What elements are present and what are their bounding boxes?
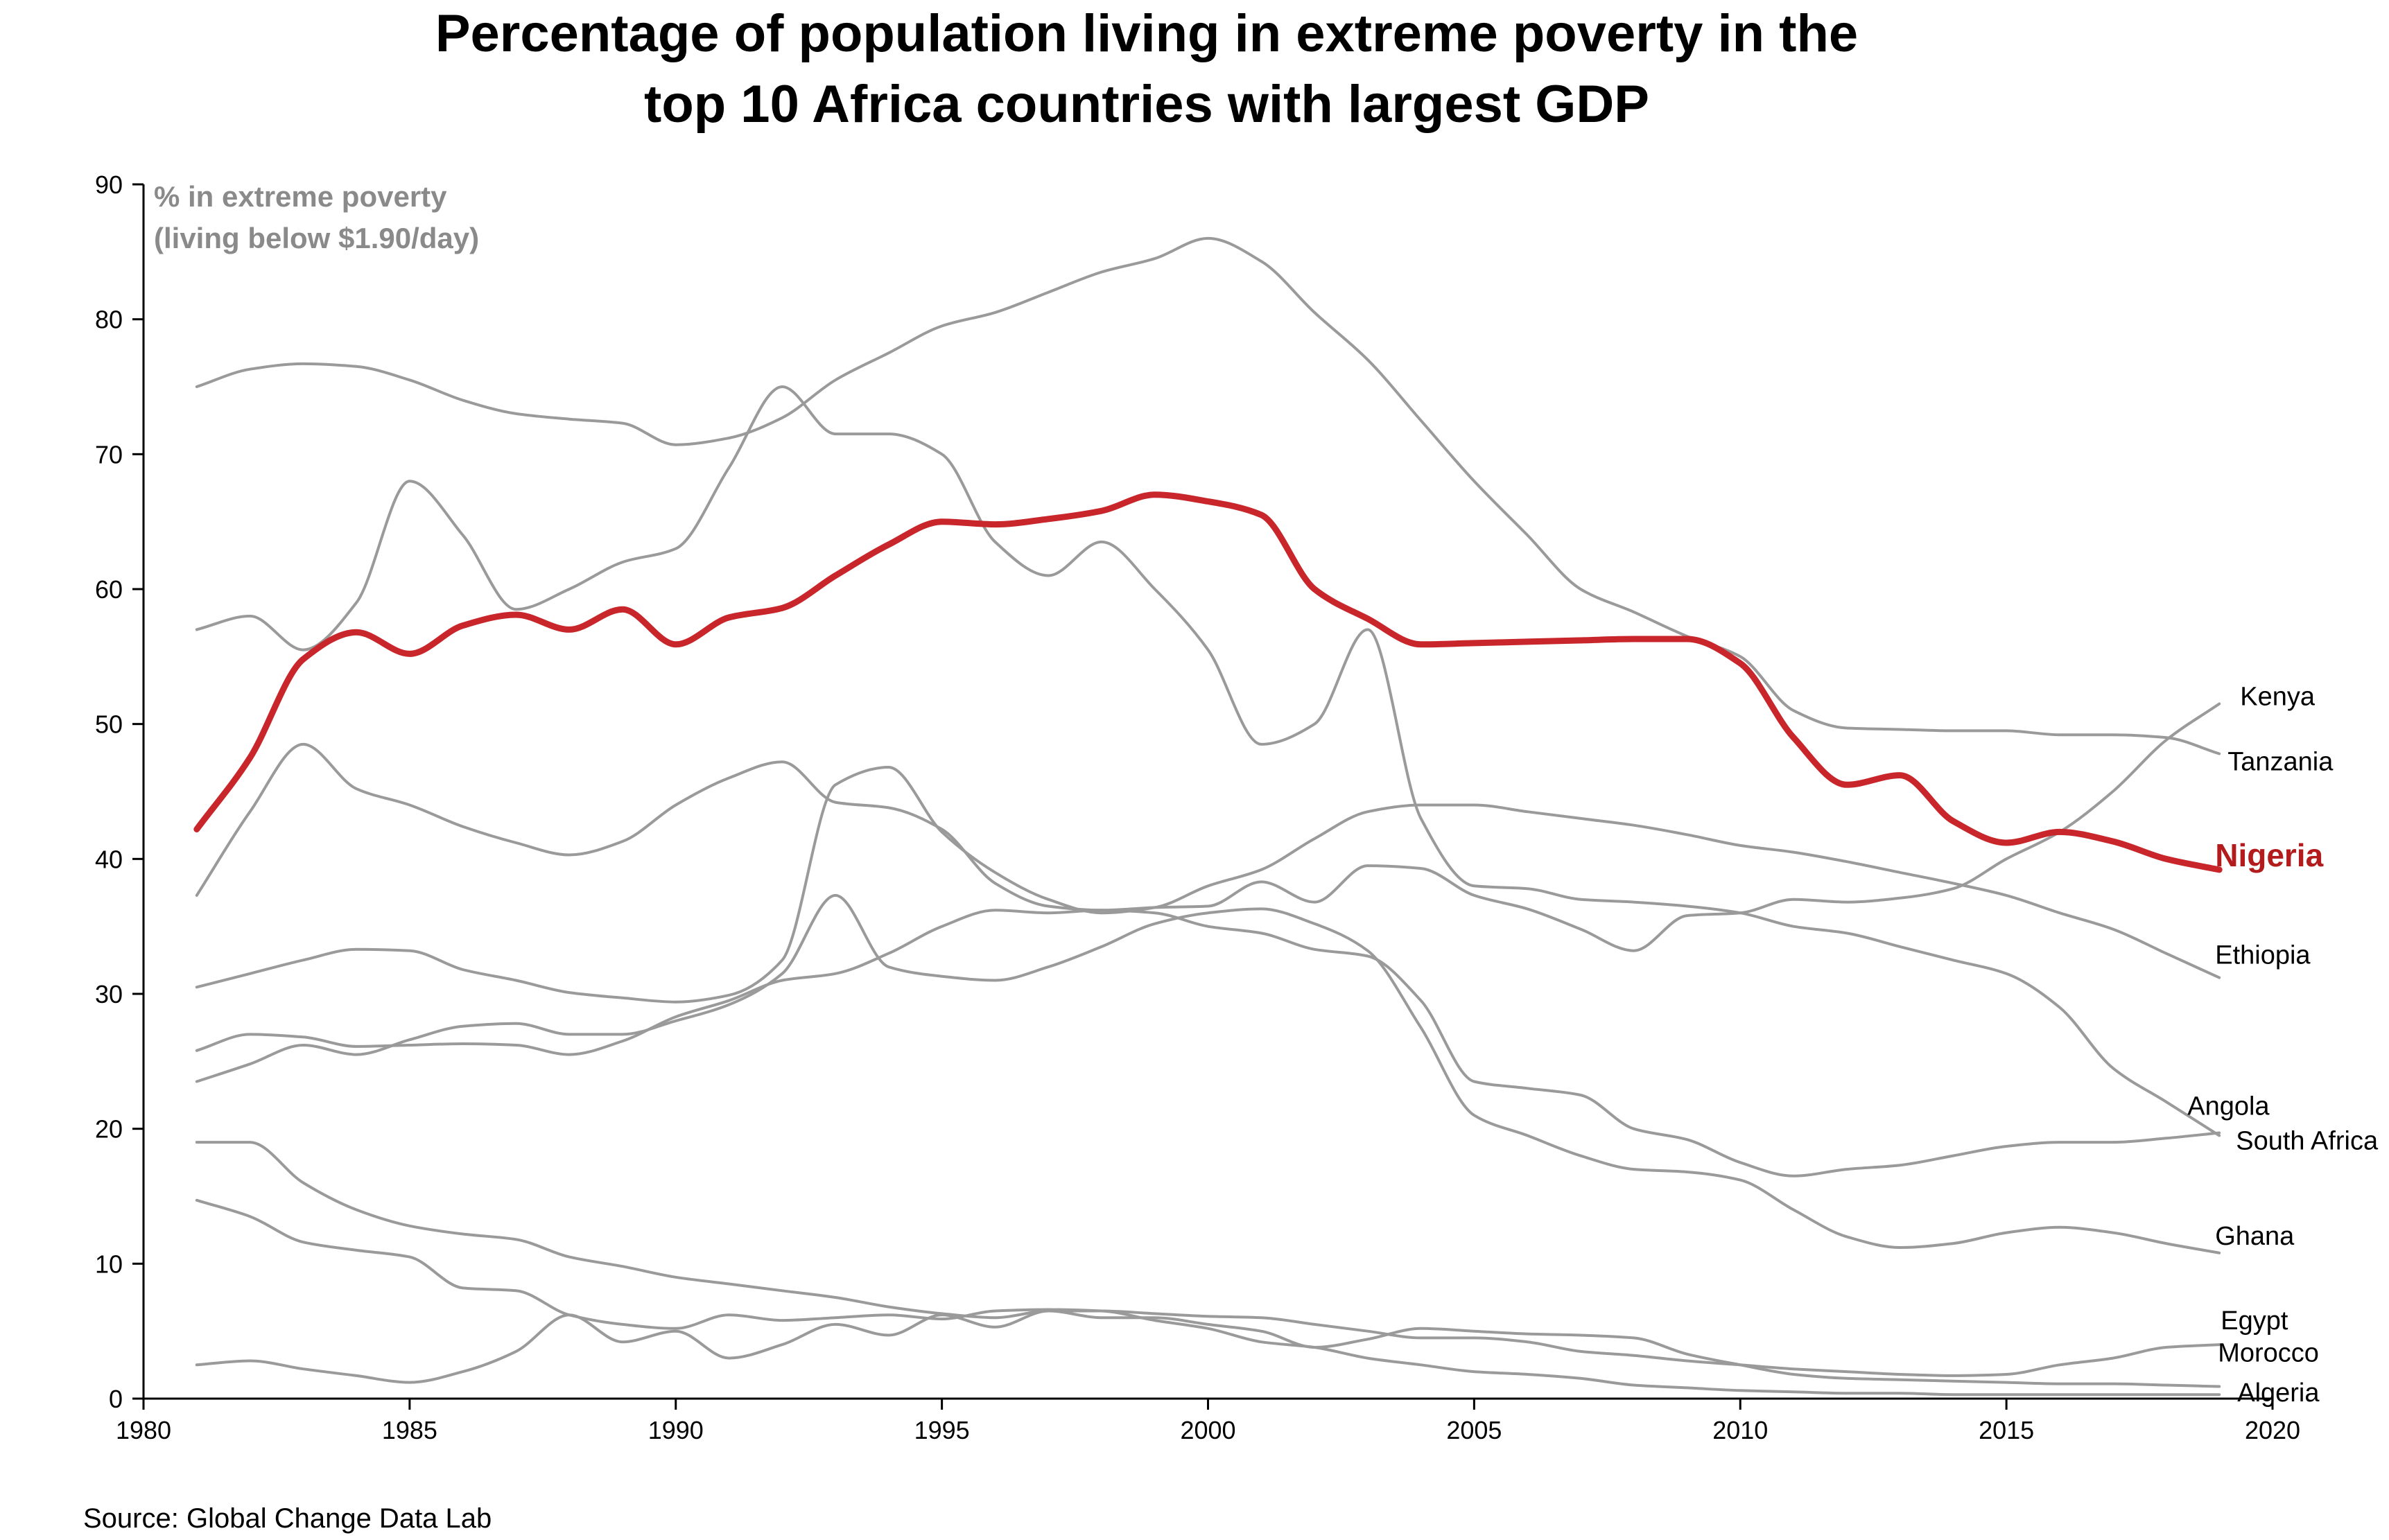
y-tick-label: 10 bbox=[95, 1250, 123, 1278]
y-tick-label: 30 bbox=[95, 980, 123, 1008]
chart-title-line-2: top 10 Africa countries with largest GDP bbox=[644, 75, 1649, 134]
series-label-egypt: Egypt bbox=[2221, 1306, 2288, 1336]
y-tick-label: 90 bbox=[95, 170, 123, 199]
y-axis-label: % in extreme poverty (living below $1.90… bbox=[154, 180, 479, 254]
series-line-morocco bbox=[195, 1141, 2221, 1388]
series-label-nigeria: Nigeria bbox=[2215, 837, 2323, 873]
y-tick-label: 70 bbox=[95, 440, 123, 469]
x-tick-label: 2005 bbox=[1446, 1416, 1502, 1444]
series-label-kenya: Kenya bbox=[2240, 682, 2316, 711]
x-tick-label: 1980 bbox=[116, 1416, 171, 1444]
axes bbox=[142, 184, 2273, 1400]
series-line-ethiopia bbox=[195, 766, 2221, 1004]
series-label-south-africa: South Africa bbox=[2236, 1127, 2379, 1156]
y-tick-label: 0 bbox=[109, 1385, 123, 1413]
series-line-kenya bbox=[195, 702, 2221, 952]
x-tick-label: 2020 bbox=[2245, 1416, 2300, 1444]
x-tick-label: 1985 bbox=[382, 1416, 437, 1444]
y-axis-ticks: 0 10 20 30 40 50 60 70 80 90 bbox=[95, 170, 144, 1413]
series-label-tanzania: Tanzania bbox=[2227, 747, 2334, 776]
y-axis-label-line-1: % in extreme poverty bbox=[154, 180, 447, 213]
x-tick-label: 2015 bbox=[1979, 1416, 2034, 1444]
x-tick-label: 2010 bbox=[1712, 1416, 1768, 1444]
series-line-angola bbox=[195, 385, 2221, 1137]
x-tick-label: 1990 bbox=[648, 1416, 704, 1444]
y-tick-label: 20 bbox=[95, 1115, 123, 1144]
series-line-algeria bbox=[195, 1198, 2221, 1397]
y-axis-label-line-2: (living below $1.90/day) bbox=[154, 222, 479, 254]
y-tick-label: 40 bbox=[95, 845, 123, 873]
series-label-angola: Angola bbox=[2187, 1092, 2270, 1121]
x-tick-label: 2000 bbox=[1180, 1416, 1235, 1444]
series-label-algeria: Algeria bbox=[2237, 1379, 2320, 1408]
series-line-tanzania bbox=[195, 236, 2221, 755]
series-labels: Angola Tanzania Nigeria Kenya Ethiopia South … bbox=[2187, 682, 2379, 1408]
series-line-south-africa bbox=[195, 909, 2221, 1178]
series-label-ghana: Ghana bbox=[2215, 1222, 2295, 1251]
series-label-ethiopia: Ethiopia bbox=[2215, 941, 2311, 970]
x-axis-ticks: 1980 1985 1990 1995 2000 2005 2010 2015 2020 bbox=[116, 1399, 2300, 1444]
series-label-morocco: Morocco bbox=[2218, 1338, 2319, 1367]
series-line-ghana bbox=[195, 893, 2221, 1254]
chart-title-line-1: Percentage of population living in extre… bbox=[435, 4, 1858, 63]
series-lines bbox=[193, 236, 2223, 1397]
y-tick-label: 60 bbox=[95, 575, 123, 604]
x-tick-label: 1995 bbox=[914, 1416, 970, 1444]
series-line-nigeria bbox=[193, 491, 2223, 873]
y-tick-label: 50 bbox=[95, 710, 123, 739]
chart-title: Percentage of population living in extre… bbox=[435, 4, 1858, 134]
series-line-egypt bbox=[195, 1309, 2221, 1384]
source-note: Source: Global Change Data Lab bbox=[83, 1503, 492, 1534]
y-tick-label: 80 bbox=[95, 306, 123, 334]
